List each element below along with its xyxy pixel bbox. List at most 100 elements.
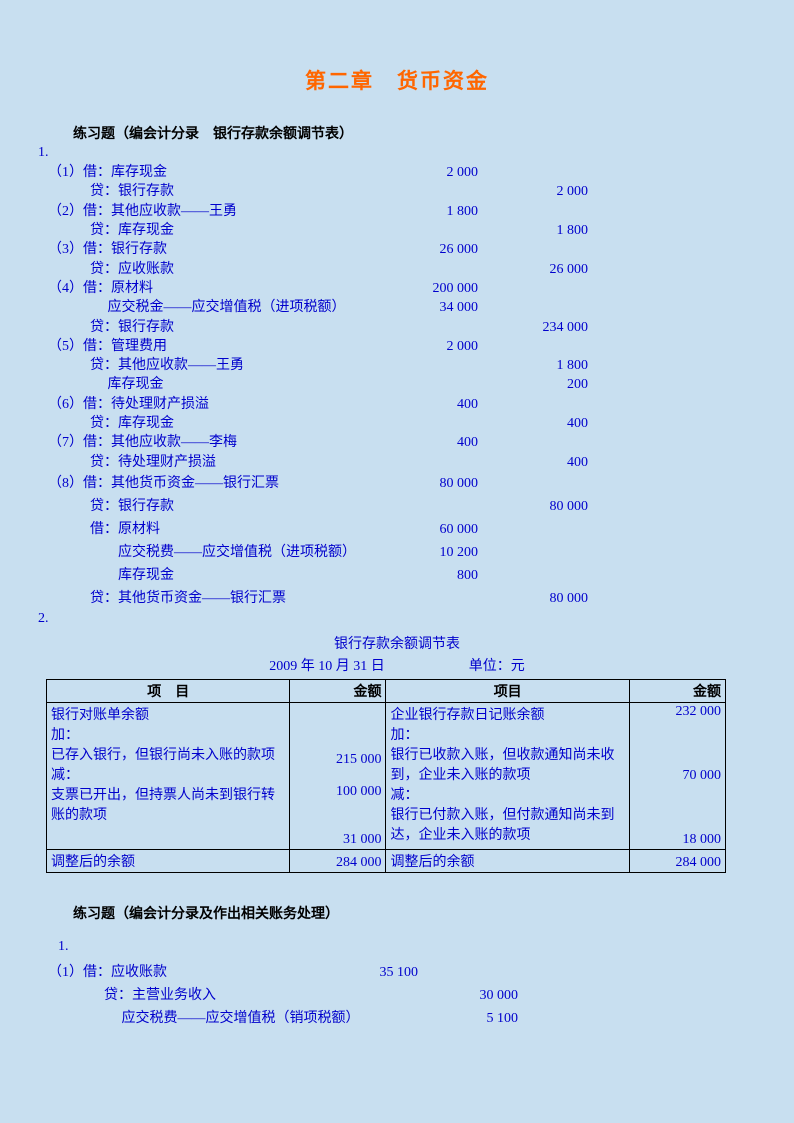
entry-credit-amount xyxy=(478,298,588,317)
entry-line: （1）借：库存现金2 000 xyxy=(48,163,756,182)
entry-line: （6）借：待处理财产损溢400 xyxy=(48,395,756,414)
entry-label: 应交税费——应交增值税（销项税额） xyxy=(48,1007,348,1030)
entry-label: 库存现金 xyxy=(48,375,388,394)
entry-line: （5）借：管理费用2 000 xyxy=(48,337,756,356)
entry-credit-amount: 30 000 xyxy=(418,984,518,1007)
table-header: 项 目 xyxy=(47,679,290,702)
entry-line: 贷：库存现金1 800 xyxy=(48,221,756,240)
entry-credit-amount xyxy=(478,518,588,541)
entry-label: （5）借：管理费用 xyxy=(48,337,388,356)
entry-credit-amount: 400 xyxy=(478,414,588,433)
entry-line: 贷：银行存款80 000 xyxy=(48,495,756,518)
entry-debit-amount: 35 100 xyxy=(348,961,418,984)
table-header: 项目 xyxy=(386,679,629,702)
entry-credit-amount: 2 000 xyxy=(478,182,588,201)
entry-label: 应交税金——应交增值税（进项税额） xyxy=(48,298,388,317)
entry-line: 贷：银行存款 2 000 xyxy=(48,182,756,201)
entry-debit-amount xyxy=(388,375,478,394)
entry-label: 库存现金 xyxy=(48,564,388,587)
entry-credit-amount xyxy=(418,961,518,984)
entry-credit-amount xyxy=(478,541,588,564)
entry-credit-amount xyxy=(478,279,588,298)
entry-label: （7）借：其他应收款——李梅 xyxy=(48,433,388,452)
entry-credit-amount: 1 800 xyxy=(478,221,588,240)
exercise1-header: 练习题（编会计分录 银行存款余额调节表） xyxy=(73,123,756,143)
entry-credit-amount: 80 000 xyxy=(478,587,588,610)
entry-debit-amount: 60 000 xyxy=(388,518,478,541)
entry-line: 贷：其他货币资金——银行汇票 80 000 xyxy=(48,587,756,610)
entry-debit-amount xyxy=(388,182,478,201)
entry-credit-amount xyxy=(478,433,588,452)
entry-label: （6）借：待处理财产损溢 xyxy=(48,395,388,414)
table-header: 金额 xyxy=(629,679,725,702)
entry-label: 借：原材料 xyxy=(48,518,388,541)
entry-label: 贷：其他应收款——王勇 xyxy=(48,356,388,375)
entry-label: （4）借：原材料 xyxy=(48,279,388,298)
entry-label: 贷：银行存款 xyxy=(48,182,388,201)
entry-debit-amount xyxy=(388,260,478,279)
entry-line: 贷：主营业务收入 30 000 xyxy=(48,984,756,1007)
entry-line: 应交税费——应交增值税（销项税额） 5 100 xyxy=(48,1007,756,1030)
ex2-journal-entries: （1）借：应收账款35 100 贷：主营业务收入30 000 应交税费——应交增… xyxy=(38,961,756,1030)
entry-debit-amount xyxy=(388,318,478,337)
table-cell: 企业银行存款日记账余额加：银行已收款入账，但收款通知尚未收到，企业未入账的款项减… xyxy=(386,702,629,849)
question-1: 1. xyxy=(38,145,756,161)
entry-label: 应交税费——应交增值税（进项税额） xyxy=(48,541,388,564)
journal-entries: （1）借：库存现金2 000 贷：银行存款2 000（2）借：其他应收款——王勇… xyxy=(38,163,756,611)
entry-credit-amount: 200 xyxy=(478,375,588,394)
entry-credit-amount xyxy=(478,337,588,356)
entry-credit-amount: 234 000 xyxy=(478,318,588,337)
entry-credit-amount xyxy=(478,472,588,495)
entry-credit-amount: 5 100 xyxy=(418,1007,518,1030)
entry-debit-amount: 26 000 xyxy=(388,240,478,259)
entry-label: 贷：待处理财产损溢 xyxy=(48,453,388,472)
entry-credit-amount: 1 800 xyxy=(478,356,588,375)
entry-line: 贷：待处理财产损溢 400 xyxy=(48,453,756,472)
entry-label: （1）借：库存现金 xyxy=(48,163,388,182)
entry-debit-amount xyxy=(388,221,478,240)
entry-debit-amount xyxy=(388,356,478,375)
table-cell: 调整后的余额 xyxy=(47,849,290,872)
entry-credit-amount: 400 xyxy=(478,453,588,472)
entry-credit-amount xyxy=(478,163,588,182)
entry-credit-amount: 26 000 xyxy=(478,260,588,279)
entry-line: （4）借：原材料200 000 xyxy=(48,279,756,298)
entry-debit-amount xyxy=(388,453,478,472)
table-cell: 284 000 xyxy=(290,849,386,872)
entry-debit-amount: 400 xyxy=(388,433,478,452)
entry-debit-amount: 800 xyxy=(388,564,478,587)
table-date: 2009 年 10 月 31 日 单位：元 xyxy=(38,655,756,675)
entry-label: 贷：主营业务收入 xyxy=(48,984,348,1007)
entry-label: （2）借：其他应收款——王勇 xyxy=(48,202,388,221)
entry-debit-amount: 200 000 xyxy=(388,279,478,298)
table-cell: 215 000100 00031 000 xyxy=(290,702,386,849)
entry-line: 贷：应收账款26 000 xyxy=(48,260,756,279)
entry-line: 库存现金 200 xyxy=(48,375,756,394)
entry-credit-amount: 80 000 xyxy=(478,495,588,518)
question-2: 2. xyxy=(38,611,756,627)
entry-debit-amount: 1 800 xyxy=(388,202,478,221)
entry-line: （8）借：其他货币资金——银行汇票80 000 xyxy=(48,472,756,495)
entry-credit-amount xyxy=(478,395,588,414)
entry-line: （7）借：其他应收款——李梅400 xyxy=(48,433,756,452)
entry-debit-amount xyxy=(388,495,478,518)
entry-line: （2）借：其他应收款——王勇1 800 xyxy=(48,202,756,221)
entry-debit-amount: 2 000 xyxy=(388,337,478,356)
entry-credit-amount xyxy=(478,202,588,221)
entry-label: 贷：银行存款 xyxy=(48,318,388,337)
entry-label: 贷：库存现金 xyxy=(48,414,388,433)
table-header: 金额 xyxy=(290,679,386,702)
entry-debit-amount: 80 000 xyxy=(388,472,478,495)
entry-label: 贷：其他货币资金——银行汇票 xyxy=(48,587,388,610)
entry-debit-amount xyxy=(388,414,478,433)
entry-debit-amount: 400 xyxy=(388,395,478,414)
entry-line: 贷：银行存款 234 000 xyxy=(48,318,756,337)
table-cell: 调整后的余额 xyxy=(386,849,629,872)
entry-line: 应交税费——应交增值税（进项税额）10 200 xyxy=(48,541,756,564)
entry-debit-amount xyxy=(348,1007,418,1030)
entry-line: 贷：库存现金 400 xyxy=(48,414,756,433)
chapter-title: 第二章 货币资金 xyxy=(38,65,756,95)
ex2-question-1: 1. xyxy=(58,939,756,955)
entry-debit-amount: 2 000 xyxy=(388,163,478,182)
entry-debit-amount xyxy=(348,984,418,1007)
